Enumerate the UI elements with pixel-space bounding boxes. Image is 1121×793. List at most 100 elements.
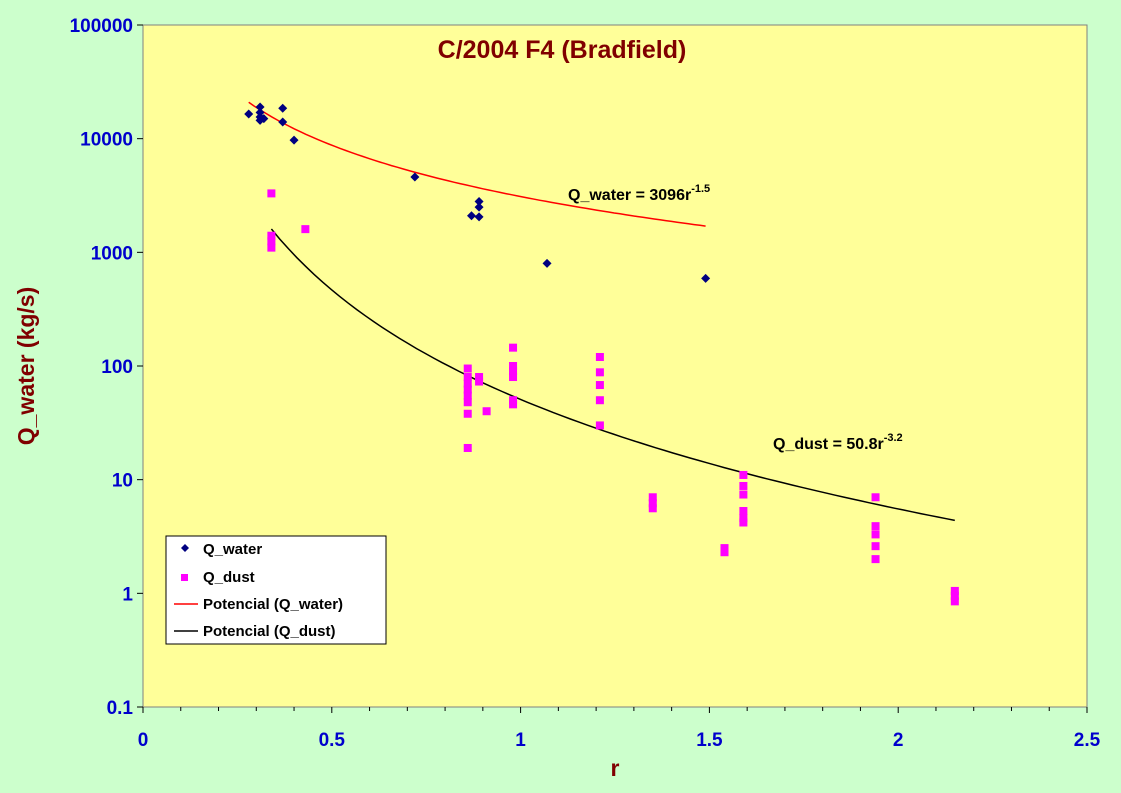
dust-fit-equation-exp: -3.2 <box>884 432 903 444</box>
q-dust-point <box>463 364 472 373</box>
legend-label: Q_dust <box>203 569 255 586</box>
legend-label: Q_water <box>203 541 262 558</box>
water-fit-equation: Q_water = 3096r-1.5 <box>568 183 710 204</box>
q-dust-point <box>595 352 604 361</box>
legend-diamond-icon <box>181 544 189 552</box>
water-fit-equation-base: Q_water = 3096r <box>568 187 691 204</box>
q-dust-point <box>595 368 604 377</box>
y-tick-label: 10000 <box>80 130 133 151</box>
q-dust-point <box>595 396 604 405</box>
q-dust-point <box>509 373 518 382</box>
q-dust-point <box>509 400 518 409</box>
q-dust-point <box>595 381 604 390</box>
x-tick-label: 0 <box>138 730 149 751</box>
q-dust-point <box>648 499 657 508</box>
chart-title: C/2004 F4 (Bradfield) <box>438 36 687 64</box>
q-dust-point <box>509 362 518 370</box>
q-dust-point <box>871 530 880 539</box>
q-dust-point <box>267 231 276 240</box>
q-dust-point <box>267 237 276 246</box>
x-tick-label: 2.5 <box>1074 730 1101 751</box>
q-water-point <box>701 273 711 283</box>
x-tick-label: 1.5 <box>696 730 723 751</box>
q-dust-point <box>950 586 959 595</box>
q-dust-point <box>463 379 472 388</box>
q-dust-point <box>871 542 880 551</box>
data-points <box>244 102 959 606</box>
legend-box <box>165 535 387 645</box>
q-dust-point <box>463 409 472 418</box>
q-water-point <box>255 107 265 117</box>
x-axis-title: r <box>611 755 620 781</box>
y-tick-label: 1000 <box>91 243 133 264</box>
legend: Q_water Q_dust Potencial (Q_water) Poten… <box>165 535 387 645</box>
q-dust-point <box>739 513 748 522</box>
q-dust-point <box>871 555 880 564</box>
q-dust-point <box>739 490 748 499</box>
q-dust-point <box>871 493 880 502</box>
q-water-point <box>244 109 254 119</box>
q-water-point <box>278 103 288 113</box>
y-axis-title: Q_water (kg/s) <box>13 287 39 446</box>
y-tick-label: 100000 <box>70 16 133 37</box>
trendline-potencial-q-dust <box>270 228 955 522</box>
water-fit-equation-exp: -1.5 <box>691 183 710 195</box>
legend-item-q-water: Q_water <box>181 541 262 558</box>
y-tick-label: 0.1 <box>107 698 134 719</box>
legend-item-fit-dust: Potencial (Q_dust) <box>174 623 336 640</box>
q-dust-point <box>739 470 748 479</box>
legend-square-icon <box>181 574 188 581</box>
q-water-point <box>474 212 484 222</box>
trendlines <box>248 101 955 522</box>
dust-fit-equation: Q_dust = 50.8r-3.2 <box>773 432 903 453</box>
q-dust-point <box>739 481 748 490</box>
q-dust-point <box>950 597 959 606</box>
q-water-point <box>542 258 552 268</box>
q-dust-point <box>720 544 729 553</box>
q-dust-point <box>595 421 604 430</box>
x-axis: 0 0.5 1 1.5 2 2.5 <box>138 707 1101 751</box>
q-dust-point <box>463 385 472 394</box>
y-tick-label: 100 <box>101 357 133 378</box>
x-tick-label: 1 <box>515 730 526 751</box>
q-water-point <box>259 114 269 124</box>
q-water-point <box>467 211 477 221</box>
y-tick-label: 10 <box>112 471 133 492</box>
q-dust-point <box>267 189 276 198</box>
q-dust-point <box>463 443 472 452</box>
y-axis: 0.1 1 10 100 1000 10000 100000 <box>70 16 143 719</box>
q-dust-point <box>739 507 748 516</box>
legend-label: Potencial (Q_water) <box>203 596 343 613</box>
q-water-point <box>255 102 265 112</box>
q-dust-point <box>482 407 491 416</box>
q-dust-point <box>463 373 472 382</box>
q-dust-point <box>950 591 959 600</box>
q-dust-point <box>267 243 276 252</box>
q-dust-point <box>871 522 880 531</box>
dust-fit-equation-base: Q_dust = 50.8r <box>773 436 884 453</box>
q-dust-point <box>648 493 657 502</box>
q-dust-point <box>509 396 518 405</box>
legend-item-fit-water: Potencial (Q_water) <box>174 596 343 613</box>
q-water-point <box>474 202 484 212</box>
q-dust-point <box>475 373 484 382</box>
q-dust-point <box>463 398 472 407</box>
q-dust-point <box>475 377 484 386</box>
q-dust-point <box>648 504 657 513</box>
x-tick-label: 2 <box>893 730 904 751</box>
q-dust-point <box>720 548 729 557</box>
y-tick-label: 1 <box>122 584 133 605</box>
q-dust-point <box>463 391 472 400</box>
q-water-point <box>278 117 288 127</box>
trendline-potencial-q-water <box>248 101 706 227</box>
q-water-point <box>410 172 420 182</box>
legend-label: Potencial (Q_dust) <box>203 623 336 640</box>
legend-item-q-dust: Q_dust <box>181 569 255 586</box>
q-dust-point <box>509 343 518 352</box>
q-water-point <box>474 197 484 207</box>
q-dust-point <box>301 225 310 234</box>
q-dust-point <box>739 518 748 527</box>
x-tick-label: 0.5 <box>319 730 346 751</box>
q-water-point <box>289 135 299 145</box>
